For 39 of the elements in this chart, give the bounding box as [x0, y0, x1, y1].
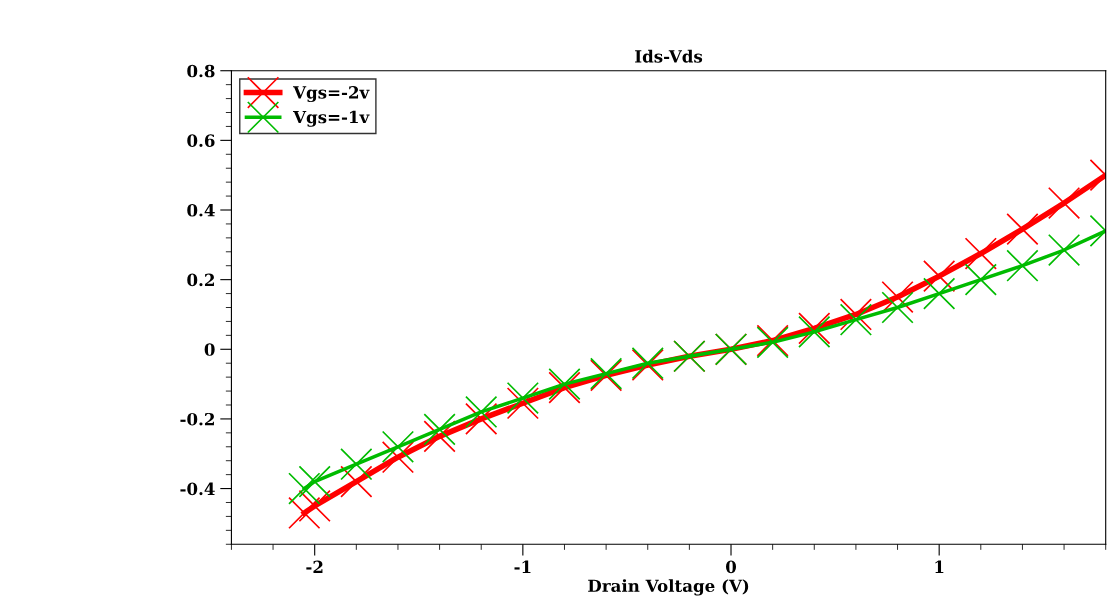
point — [506, 387, 539, 420]
point — [465, 402, 498, 436]
point — [381, 441, 415, 474]
point — [964, 263, 997, 296]
point — [923, 260, 956, 293]
x-tick-label: 1 — [935, 560, 944, 573]
point — [381, 430, 415, 463]
point — [923, 277, 956, 310]
point — [298, 489, 331, 523]
point — [298, 465, 331, 498]
point — [340, 448, 373, 481]
point — [881, 280, 914, 314]
point — [423, 413, 456, 446]
point — [1006, 249, 1039, 282]
point — [423, 420, 456, 453]
y-tick-label: -0.2 — [180, 412, 214, 426]
y-tick-label: 0 — [204, 343, 215, 356]
x-tick-label: -1 — [514, 560, 531, 573]
x-tick-label: -2 — [306, 560, 323, 573]
y-tick-label: 0.2 — [187, 273, 214, 287]
point — [1047, 233, 1081, 267]
point — [465, 395, 498, 429]
y-tick-label: 0.4 — [187, 203, 215, 217]
point — [288, 496, 321, 530]
point — [1047, 186, 1081, 220]
x-axis-title: Drain Voltage (V) — [588, 579, 749, 596]
point — [1006, 213, 1039, 246]
point — [964, 237, 997, 270]
point — [506, 381, 539, 415]
point — [340, 465, 373, 498]
y-tick-label: 0.6 — [187, 134, 215, 147]
y-tick-label: 0.8 — [187, 64, 215, 78]
x-tick-label: 0 — [726, 560, 737, 574]
legend-label: Vgs=-2v — [292, 86, 370, 103]
legend-label: Vgs=-1v — [292, 110, 370, 127]
chart-title: Ids-Vds — [635, 49, 703, 63]
point — [881, 291, 914, 324]
point — [288, 472, 321, 505]
y-tick-label: -0.4 — [180, 482, 215, 496]
